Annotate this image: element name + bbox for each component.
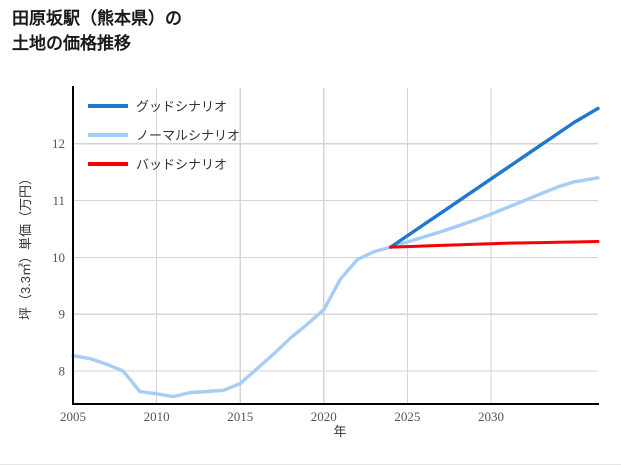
x-tick-label: 2020 <box>311 409 337 424</box>
axis-spines <box>71 86 599 406</box>
x-tick-label: 2010 <box>144 409 170 424</box>
x-axis-title: 年 <box>333 424 346 439</box>
y-tick-label: 9 <box>59 307 66 322</box>
series-line-グッドシナリオ <box>388 106 600 249</box>
chart-title: 田原坂駅（熊本県）の 土地の価格推移 <box>12 9 182 53</box>
y-tick-label: 8 <box>59 364 66 379</box>
y-tick-label: 10 <box>52 250 65 265</box>
y-tick-label: 11 <box>52 193 65 208</box>
x-tick-label: 2025 <box>394 409 420 424</box>
y-axis-title: 坪（3.3㎡）単価（万円） <box>18 172 33 320</box>
y-tick-label: 12 <box>52 136 65 151</box>
x-axis-tick-labels: 2005 2010 2015 2020 2025 2030 <box>60 409 504 424</box>
series-line-バッドシナリオ <box>389 239 600 249</box>
x-tick-label: 2030 <box>478 409 504 424</box>
x-tick-label: 2015 <box>227 409 253 424</box>
legend-label-1: ノーマルシナリオ <box>136 128 240 143</box>
x-tick-label: 2005 <box>60 409 86 424</box>
y-axis-tick-labels: 8 9 10 11 12 <box>52 136 65 378</box>
series-line-ノーマルシナリオ <box>71 176 600 399</box>
legend-label-0: グッドシナリオ <box>136 99 227 114</box>
legend-label-2: バッドシナリオ <box>136 157 227 172</box>
series-lines <box>71 106 600 399</box>
